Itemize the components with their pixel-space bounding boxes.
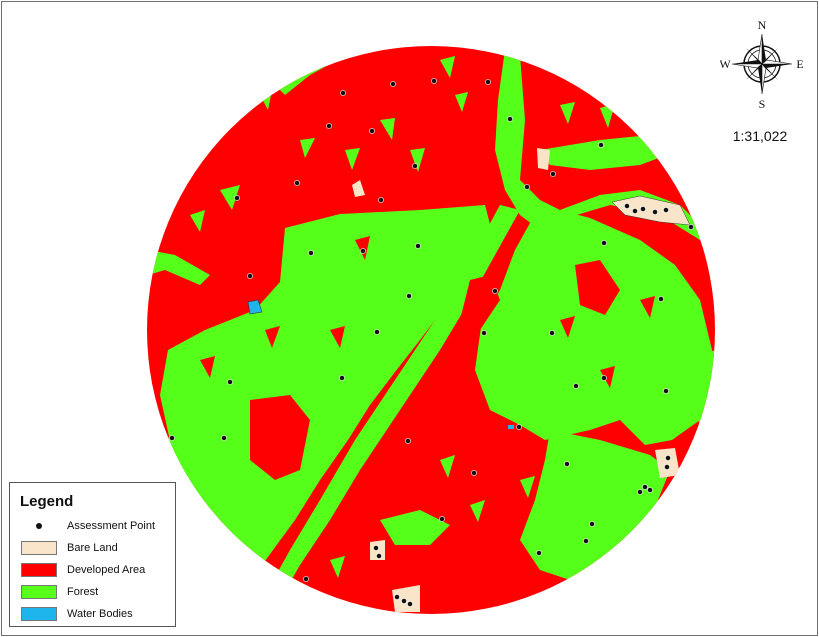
legend-item-developed-area: Developed Area xyxy=(21,563,181,577)
forest-fragments xyxy=(190,56,662,578)
forest-west-edge xyxy=(148,250,210,285)
developed-center-west-blocks xyxy=(250,395,310,480)
north-arrow-icon: N S E W xyxy=(719,18,803,111)
developed-east-center xyxy=(575,260,620,315)
forest-north-strip-2 xyxy=(540,135,680,170)
bare-land-swatch xyxy=(21,541,57,555)
bare-land-center xyxy=(352,180,365,197)
legend-item-bare-land: Bare Land xyxy=(21,541,181,555)
compass-rose: N S E W xyxy=(719,18,804,111)
forest-diagonal-strip xyxy=(265,205,520,600)
bare-land-north xyxy=(537,148,550,170)
bare-land-south xyxy=(392,585,420,612)
water-bodies-swatch xyxy=(21,607,57,621)
legend-label: Forest xyxy=(67,586,99,598)
developed-east-diag xyxy=(460,275,500,330)
compass-w: W xyxy=(720,57,731,71)
legend-item-forest: Forest xyxy=(21,585,181,599)
legend-label: Bare Land xyxy=(67,542,118,554)
assessment-point-icon xyxy=(36,523,42,529)
legend-item-assessment-point: Assessment Point xyxy=(21,519,181,533)
legend-label: Assessment Point xyxy=(67,520,156,532)
forest-southeast xyxy=(520,430,670,580)
developed-fragments xyxy=(200,236,655,388)
developed-area-swatch xyxy=(21,563,57,577)
compass-e: E xyxy=(796,57,803,71)
forest-center-west xyxy=(160,205,492,600)
bare-land-southeast xyxy=(655,448,680,478)
forest-east xyxy=(475,205,712,445)
legend-item-water-bodies: Water Bodies xyxy=(21,607,181,621)
water-body-west xyxy=(247,299,263,315)
legend-label: Developed Area xyxy=(67,564,146,576)
compass-s: S xyxy=(759,97,766,110)
forest-south-center xyxy=(380,510,450,545)
compass-n: N xyxy=(758,18,767,32)
legend-title: Legend xyxy=(20,493,74,510)
legend-label: Water Bodies xyxy=(67,608,133,620)
legend-box: Legend Assessment Point Bare Land Develo… xyxy=(9,482,176,627)
assessment-points xyxy=(169,78,694,607)
scale-label: 1:31,022 xyxy=(732,128,788,144)
forest-swatch xyxy=(21,585,57,599)
water-body-center xyxy=(508,425,514,429)
